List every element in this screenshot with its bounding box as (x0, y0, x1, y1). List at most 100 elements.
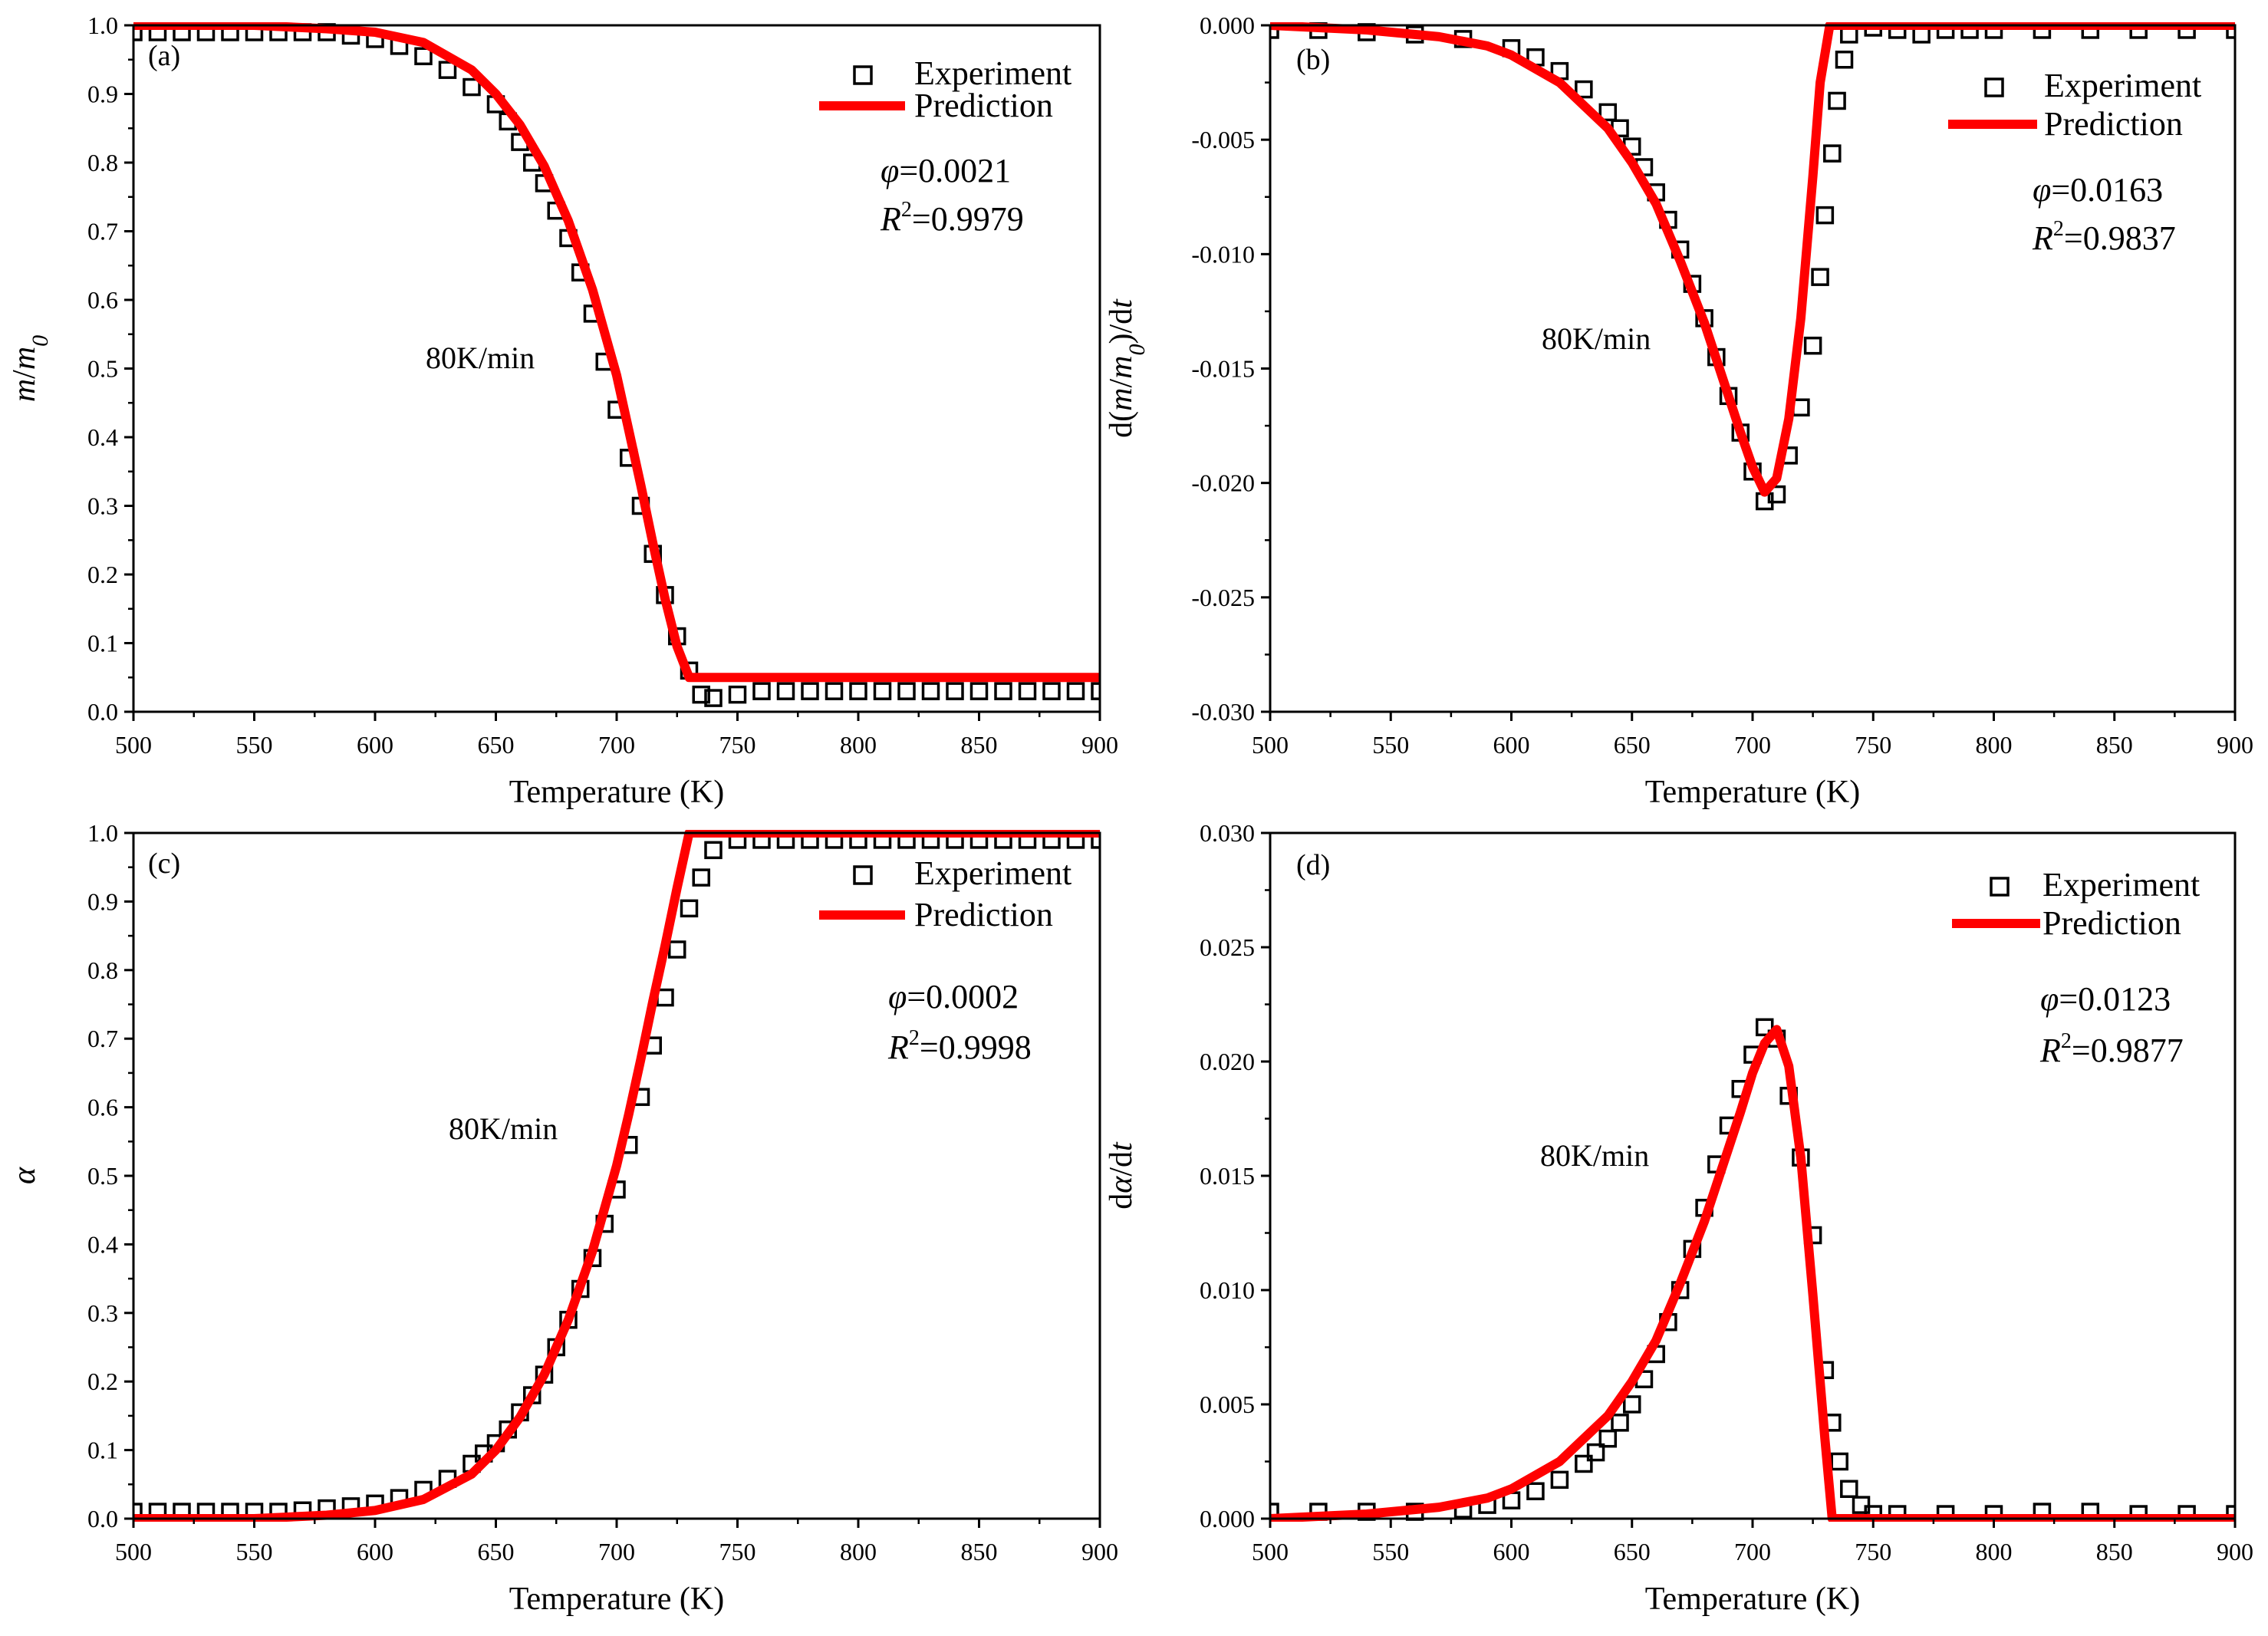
experiment-point (692, 685, 710, 704)
heating-rate-annotation: 80K/min (426, 341, 535, 375)
x-tick-label: 600 (357, 1538, 393, 1565)
experiment-point (692, 868, 710, 887)
experiment-point (1792, 398, 1810, 416)
experiment-point (1823, 144, 1842, 163)
panel-label: (b) (1296, 44, 1330, 76)
y-tick-label: 0.3 (87, 492, 118, 520)
phi-value: φ=0.0163 (2033, 171, 2163, 209)
y-tick-label: 0.030 (1200, 819, 1255, 847)
experiment-point (462, 77, 481, 97)
legend-experiment-label: Experiment (2044, 67, 2201, 104)
experiment-point (133, 23, 143, 41)
panel-a: 500 550 600 650 700 750 800 850 900 0.0 0.1 0.2 0.3 0… (7, 12, 1118, 810)
panel-label: (a) (148, 40, 180, 72)
x-tick-label: 750 (719, 731, 756, 759)
x-tick-label: 550 (236, 1538, 273, 1565)
experiment-point (1811, 268, 1829, 286)
x-tick-label: 500 (1252, 1538, 1289, 1565)
experiment-point (704, 841, 723, 860)
y-tick-label: 0.8 (87, 956, 118, 984)
y-tick-label: -0.015 (1191, 355, 1255, 383)
y-tick-label: 0.4 (87, 1230, 118, 1258)
experiment-point (1840, 1480, 1858, 1499)
y-tick-label: 0.0 (87, 698, 118, 726)
x-tick-label: 500 (115, 1538, 152, 1565)
y-tick-label: 0.015 (1200, 1162, 1255, 1190)
y-tick-label: -0.020 (1191, 469, 1255, 497)
y-tick-label: 0.4 (87, 423, 118, 451)
x-tick-label: 750 (719, 1538, 756, 1565)
x-tick-label: 700 (1734, 731, 1771, 759)
y-tick-label: 0.8 (87, 149, 118, 176)
x-tick-label: 550 (236, 731, 273, 759)
x-tick-label: 850 (2096, 1538, 2133, 1565)
y-tick-label: 0.000 (1200, 12, 1255, 39)
experiment-point (1575, 1454, 1593, 1473)
heating-rate-annotation: 80K/min (1542, 321, 1651, 356)
y-tick-label: 0.1 (87, 630, 118, 657)
experiment-point (1803, 336, 1822, 355)
experiment-point (1835, 51, 1854, 69)
prediction-line (133, 830, 1100, 1522)
x-tick-label: 650 (478, 1538, 515, 1565)
x-tick-label: 850 (2096, 731, 2133, 759)
y-tick-label: 0.2 (87, 1368, 118, 1395)
experiment-point (1270, 1503, 1279, 1521)
phi-value: φ=0.0021 (881, 152, 1011, 189)
y-tick-label: 0.010 (1200, 1276, 1255, 1304)
experiment-point (1575, 80, 1593, 99)
panel-c: 500 550 600 650 700 750 800 850 900 0.0 0.1 0.2 0.3 0… (7, 819, 1118, 1617)
x-axis-title: Temperature (K) (509, 775, 724, 810)
experiment-point (1550, 1470, 1569, 1490)
phi-value: φ=0.0123 (2040, 980, 2171, 1018)
experiment-point (897, 682, 916, 700)
legend-prediction-label: Prediction (914, 87, 1053, 124)
experiment-point (1586, 1443, 1605, 1462)
phi-value: φ=0.0002 (888, 978, 1019, 1016)
experiment-point (873, 682, 892, 700)
x-tick-label: 600 (1493, 731, 1530, 759)
experiment-point (1755, 1018, 1774, 1037)
prediction-line (1270, 1025, 2235, 1522)
x-tick-label: 800 (1976, 731, 2013, 759)
panel-label: (c) (148, 848, 180, 880)
experiment-point (1852, 1496, 1871, 1514)
experiment-point (1611, 1414, 1629, 1432)
experiment-point (994, 682, 1012, 700)
y-tick-label: 0.005 (1200, 1391, 1255, 1418)
x-tick-label: 800 (1976, 1538, 2013, 1565)
panel-b: 500 550 600 650 700 750 800 850 900 -0.030 -0.025 -… (1104, 12, 2253, 810)
experiment-point (668, 940, 686, 959)
legend-experiment-label: Experiment (914, 54, 1071, 92)
y-tick-label: 0.9 (87, 81, 118, 108)
y-tick-label: 0.000 (1200, 1505, 1255, 1532)
legend-prediction-label: Prediction (2044, 105, 2183, 143)
experiment-point (801, 682, 819, 700)
y-tick-label: 0.7 (87, 218, 118, 245)
x-tick-label: 500 (1252, 731, 1289, 759)
x-axis-title: Temperature (K) (509, 1582, 724, 1617)
y-tick-label: 0.3 (87, 1299, 118, 1327)
experiment-point (1018, 682, 1037, 700)
y-tick-label: 1.0 (87, 12, 118, 39)
experiment-point (1526, 1482, 1545, 1500)
legend-prediction-label: Prediction (914, 896, 1053, 933)
x-tick-label: 650 (1614, 731, 1651, 759)
r-squared-value: R2=0.9979 (880, 198, 1024, 238)
experiment-point (1815, 206, 1835, 225)
x-tick-label: 850 (961, 1538, 998, 1565)
experiment-point (728, 685, 747, 704)
experiment-point (133, 1503, 143, 1521)
experiment-point (438, 61, 457, 79)
experiment-point (752, 682, 771, 700)
legend-experiment-marker (1990, 877, 2010, 897)
experiment-point (776, 682, 795, 700)
experiment-point (1598, 103, 1618, 122)
y-tick-label: -0.010 (1191, 240, 1255, 268)
panel-d: 500 550 600 650 700 750 800 850 900 0.000 0.005 0.0… (1104, 819, 2253, 1617)
experiment-point (946, 682, 964, 700)
y-tick-label: -0.005 (1191, 126, 1255, 153)
legend-experiment-marker (1984, 77, 2004, 97)
experiment-point (414, 47, 433, 66)
